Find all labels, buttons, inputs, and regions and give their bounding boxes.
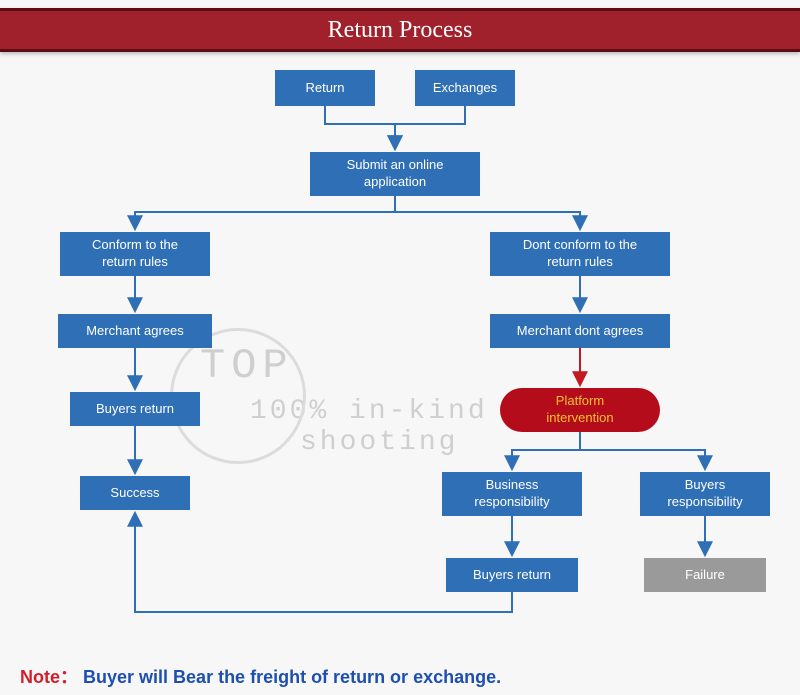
edge-platform-buyresp [580, 432, 705, 468]
footer-note: Note： Buyer will Bear the freight of ret… [20, 663, 501, 689]
edge-submit-nconform [395, 196, 580, 228]
node-bret1: Buyers return [70, 392, 200, 426]
flowchart-canvas: TOP 100% in-kind shooting ReturnExchange… [0, 52, 800, 695]
note-text: Buyer will Bear the freight of return or… [83, 667, 501, 687]
node-failure: Failure [644, 558, 766, 592]
node-submit: Submit an onlineapplication [310, 152, 480, 196]
node-conform: Conform to thereturn rules [60, 232, 210, 276]
edge-return-submit [325, 106, 395, 148]
edge-platform-bresp [512, 432, 580, 468]
node-buyresp: Buyersresponsibility [640, 472, 770, 516]
edges-layer [0, 52, 800, 695]
node-nconform: Dont conform to thereturn rules [490, 232, 670, 276]
node-platform: Platformintervention [500, 388, 660, 432]
node-bret2: Buyers return [446, 558, 578, 592]
node-success: Success [80, 476, 190, 510]
header-ribbon: Return Process [0, 8, 800, 52]
node-mdis: Merchant dont agrees [490, 314, 670, 348]
stage: Return Process TOP 100% in-kind shooting… [0, 0, 800, 695]
node-bresp: Businessresponsibility [442, 472, 582, 516]
note-label: Note： [20, 667, 78, 687]
node-magree: Merchant agrees [58, 314, 212, 348]
node-exchanges: Exchanges [415, 70, 515, 106]
edge-submit-conform [135, 196, 395, 228]
node-return: Return [275, 70, 375, 106]
edge-exchanges-submit [395, 106, 465, 148]
